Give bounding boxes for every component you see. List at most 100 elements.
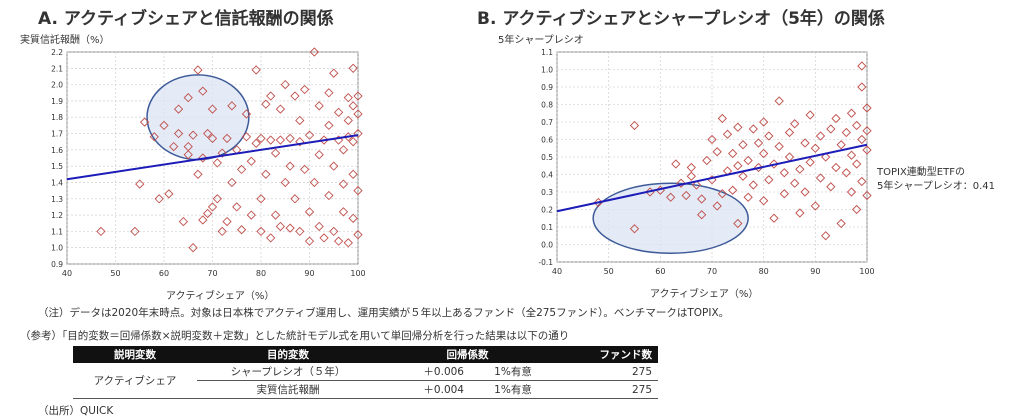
chart-a-data-point bbox=[212, 194, 222, 204]
chart-a-y-tick-label: 1.3 bbox=[51, 195, 63, 204]
chart-a-x-tick-label: 90 bbox=[304, 269, 314, 278]
chart-b-data-point bbox=[852, 204, 862, 215]
chart-a-data-point bbox=[188, 243, 198, 253]
chart-a-data-point bbox=[348, 169, 358, 179]
chart-a-data-point bbox=[193, 169, 203, 179]
chart-b-data-point bbox=[748, 180, 758, 190]
chart-a-data-point bbox=[246, 210, 256, 220]
chart-a-data-point bbox=[154, 194, 164, 204]
chart-b-data-point bbox=[857, 61, 867, 71]
chart-a-data-point bbox=[270, 210, 281, 220]
chart-a-data-point bbox=[353, 91, 363, 101]
chart-b-y-tick-label: 0.1 bbox=[541, 223, 553, 232]
chart-b-data-point bbox=[846, 150, 857, 160]
chart-a-data-point bbox=[314, 101, 324, 111]
chart-a-data-point bbox=[266, 233, 276, 243]
chart-a-data-point bbox=[329, 161, 339, 171]
chart-a-data-point bbox=[207, 104, 218, 114]
chart-a-data-point bbox=[290, 91, 300, 101]
chart-b-data-point bbox=[841, 168, 851, 178]
chart-b-data-point bbox=[846, 187, 857, 197]
chart-b-data-point bbox=[629, 120, 640, 131]
chart-a-data-point bbox=[338, 207, 349, 217]
chart-b-x-tick-label: 90 bbox=[810, 267, 820, 276]
chart-a-data-point bbox=[304, 130, 315, 140]
chart-a-data-point bbox=[353, 230, 363, 240]
chart-b-plot: -0.1 0.0 0.1 0.2 0.3 0.4 0.5 0.6 0.7 0.8 0.9 1.0 1.1… bbox=[538, 48, 874, 276]
chart-a-data-point bbox=[266, 91, 276, 101]
chart-a-y-tick-label: 1.7 bbox=[51, 130, 63, 139]
chart-b-data-point bbox=[697, 210, 707, 220]
chart-b-data-point bbox=[826, 182, 836, 192]
chart-b-x-tick-label: 40 bbox=[552, 267, 562, 276]
chart-a-data-point bbox=[353, 109, 363, 119]
chart-b-data-point bbox=[795, 208, 805, 218]
chart-b-data-point bbox=[779, 189, 789, 199]
chart-b-data-point bbox=[686, 162, 696, 173]
chart-b-data-point bbox=[815, 131, 826, 141]
chart-b-data-point bbox=[841, 127, 851, 138]
chart-b-y-tick-label: 1.1 bbox=[541, 48, 553, 57]
chart-b-data-point bbox=[836, 218, 846, 229]
chart-b-data-point bbox=[805, 110, 815, 120]
chart-a-data-point bbox=[329, 68, 339, 78]
chart-a-title: A. アクティブシェアと信託報酬の関係 bbox=[38, 9, 334, 29]
chart-b-annotation-line1: TOPIX連動型ETFの bbox=[877, 167, 965, 178]
chart-a-y-tick-label: 2.0 bbox=[51, 81, 63, 90]
chart-b-x-tick-label: 60 bbox=[655, 267, 665, 276]
chart-a-y-tick-label: 2.1 bbox=[51, 64, 63, 73]
chart-b-data-point bbox=[691, 180, 702, 190]
chart-a-data-point bbox=[232, 202, 242, 212]
chart-a-data-point bbox=[256, 226, 266, 237]
chart-a-data-point bbox=[280, 79, 290, 90]
chart-a-data-point bbox=[309, 47, 319, 57]
chart-a-data-point bbox=[207, 133, 218, 144]
chart-b-data-point bbox=[733, 161, 743, 171]
chart-b-data-point bbox=[764, 131, 774, 141]
chart-b-data-point bbox=[759, 196, 769, 206]
chart-b-x-tick-label: 80 bbox=[759, 267, 769, 276]
chart-a-y-tick-label: 1.6 bbox=[51, 146, 63, 155]
chart-b-data-point bbox=[805, 157, 815, 167]
chart-a-data-point bbox=[217, 226, 227, 237]
chart-b-data-point bbox=[862, 126, 872, 136]
chart-a-data-point bbox=[275, 104, 286, 114]
chart-b-data-point bbox=[831, 162, 841, 173]
chart-b-data-point bbox=[810, 201, 820, 211]
chart-b-data-point bbox=[666, 192, 676, 202]
chart-a-data-point bbox=[343, 238, 353, 248]
chart-a-data-point bbox=[135, 179, 145, 189]
chart-a-data-point bbox=[324, 190, 334, 201]
chart-b-data-point bbox=[717, 189, 727, 199]
chart-a-data-point bbox=[348, 137, 358, 147]
chart-a-data-point bbox=[173, 104, 184, 114]
sig-cell: 1%有意 bbox=[469, 363, 556, 381]
chart-b-data-point bbox=[712, 147, 722, 157]
chart-b-data-point bbox=[852, 120, 862, 131]
chart-a-data-point bbox=[207, 202, 218, 212]
chart-a-data-point bbox=[203, 128, 213, 139]
chart-a-data-point bbox=[212, 158, 222, 168]
target-cell: 実質信託報酬 bbox=[197, 380, 379, 399]
chart-a-data-point bbox=[236, 225, 247, 235]
chart-a-data-point bbox=[270, 148, 281, 158]
header-coef: 回帰係数 bbox=[379, 346, 556, 363]
chart-a-data-point bbox=[319, 135, 329, 145]
chart-b-data-point bbox=[681, 190, 691, 201]
chart-b-data-point bbox=[738, 171, 748, 181]
chart-a-trendline bbox=[66, 134, 359, 181]
chart-b-data-point bbox=[857, 134, 867, 145]
chart-b-data-point bbox=[728, 185, 738, 195]
chart-a-data-point bbox=[198, 215, 208, 225]
chart-a-x-tick-label: 100 bbox=[350, 269, 365, 278]
chart-a-x-tick-label: 60 bbox=[159, 269, 169, 278]
count-cell: 275 bbox=[556, 380, 658, 399]
chart-b-highlight-ellipse bbox=[592, 182, 749, 254]
chart-a-data-point bbox=[329, 226, 339, 237]
chart-b-data-point bbox=[815, 173, 826, 183]
chart-a-highlight-ellipse bbox=[146, 74, 250, 161]
chart-a-data-point bbox=[295, 226, 305, 237]
chart-a-data-point bbox=[295, 137, 305, 147]
header-count: ファンド数 bbox=[556, 346, 658, 363]
chart-a-data-point bbox=[309, 177, 319, 188]
